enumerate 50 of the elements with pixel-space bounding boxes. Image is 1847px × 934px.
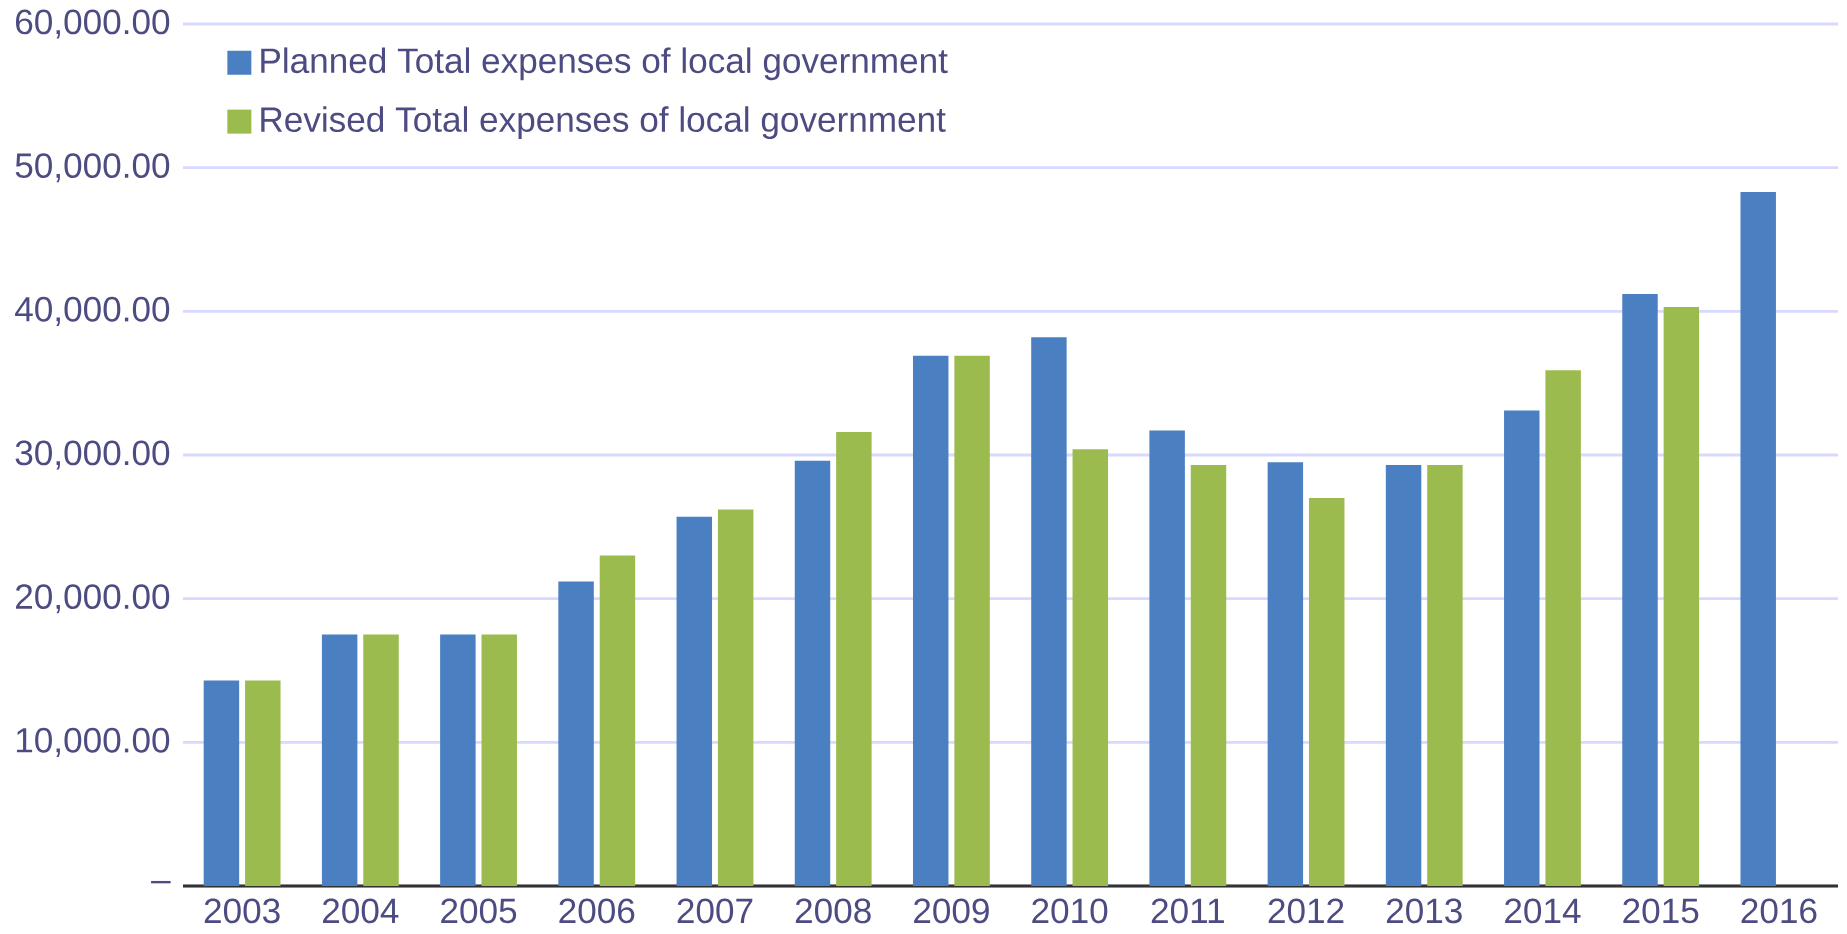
y-tick-label: 40,000.00	[15, 296, 170, 326]
x-tick-label: 2011	[1151, 898, 1224, 924]
x-tick-label: 2004	[323, 898, 399, 924]
x-tick-label: 2015	[1623, 898, 1699, 924]
bar	[1031, 337, 1067, 886]
y-tick-label: 20,000.00	[16, 584, 170, 614]
x-tick-label: 2014	[1505, 898, 1581, 924]
y-tick-label: 50,000.00	[15, 153, 170, 183]
bar	[954, 355, 990, 886]
y-tick-label: 30,000.00	[15, 440, 170, 470]
x-tick-label: 2005	[441, 898, 517, 924]
bar	[203, 680, 240, 886]
bar	[1427, 465, 1463, 886]
bar	[1663, 307, 1700, 886]
bar	[1190, 465, 1227, 886]
x-tick-label: 2012	[1268, 898, 1344, 924]
bar	[1504, 410, 1540, 886]
bar	[245, 680, 281, 886]
bar	[481, 634, 517, 886]
y-tick-label: 10,000.00	[16, 727, 170, 757]
bar	[1267, 462, 1304, 886]
x-tick-label: 2010	[1032, 898, 1108, 924]
bar	[1545, 370, 1581, 886]
bar	[363, 634, 399, 886]
bar	[1622, 294, 1658, 886]
bar	[321, 634, 358, 886]
legend-label: Planned Total expenses of local government	[261, 47, 948, 81]
x-tick-label: 2006	[559, 898, 635, 924]
bar	[1308, 498, 1345, 886]
bar	[794, 460, 831, 886]
x-tick-label: 2016	[1741, 898, 1817, 924]
bar	[558, 581, 594, 886]
bar	[1385, 465, 1422, 886]
y-tick-label: 60,000.00	[16, 9, 170, 39]
bar	[599, 555, 636, 886]
x-tick-label: 2003	[204, 898, 280, 924]
bar	[836, 432, 872, 886]
bar	[717, 509, 754, 886]
bar	[912, 355, 949, 886]
bar	[676, 516, 713, 886]
bar	[1740, 192, 1776, 886]
bar	[1149, 430, 1185, 886]
x-tick-label: 2013	[1386, 898, 1462, 924]
x-tick-label: 2009	[914, 898, 989, 924]
x-tick-label: 2008	[795, 898, 871, 924]
y-tick-label: –	[151, 880, 171, 884]
bar	[1072, 449, 1109, 886]
legend-label: Revised Total expenses of local government	[261, 106, 946, 139]
x-tick-label: 2007	[677, 898, 753, 924]
bar	[440, 634, 476, 886]
